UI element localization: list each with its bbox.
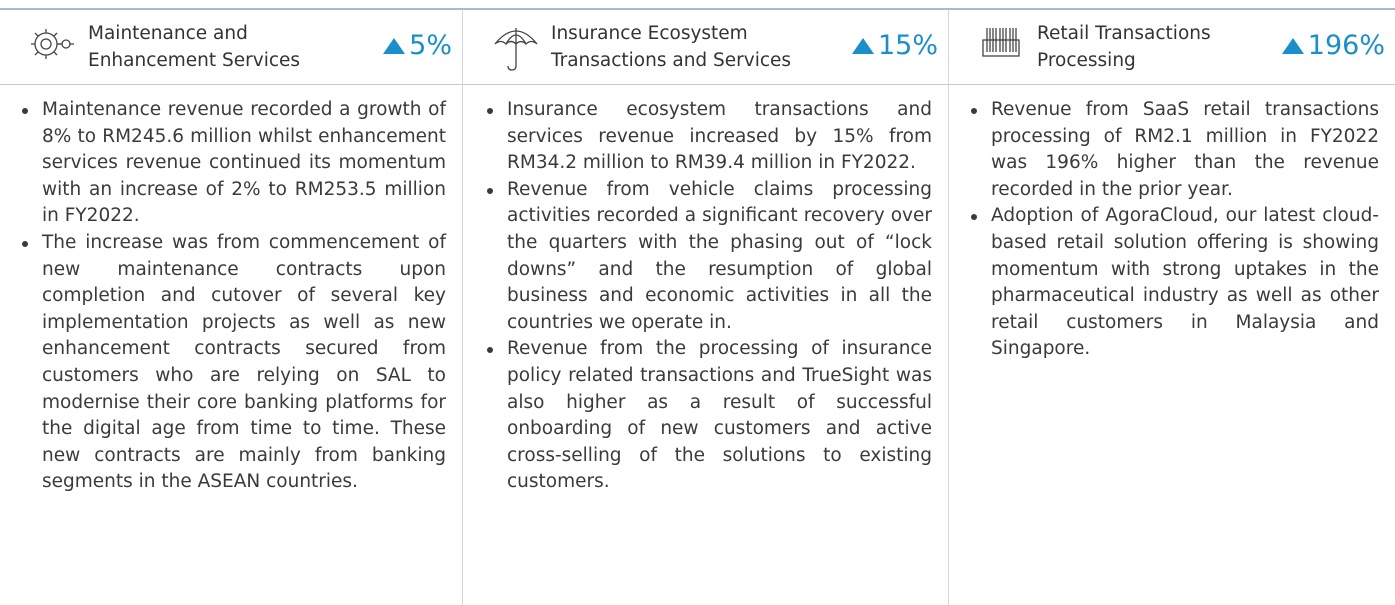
bullet-list: Insurance ecosystem transactions and ser… xyxy=(463,97,948,496)
title-line: Enhancement Services xyxy=(88,50,301,71)
bullet: Insurance ecosystem transactions and ser… xyxy=(487,97,932,177)
column-title: Insurance Ecosystem Transactions and Serv… xyxy=(551,20,791,74)
up-arrow xyxy=(383,37,406,54)
bullet: The increase was from commencement of ne… xyxy=(22,230,446,496)
bullet: Adoption of AgoraCloud, our latest cloud… xyxy=(971,203,1379,363)
column-header: Maintenance and Enhancement Services 5% xyxy=(0,10,462,85)
title-line: Transactions and Services xyxy=(551,50,792,71)
bullet: Revenue from vehicle claims processing a… xyxy=(487,177,932,337)
change-indicator: 5% xyxy=(383,30,452,61)
title-line: Maintenance and xyxy=(88,23,248,44)
icon xyxy=(491,24,541,76)
title-line: Processing xyxy=(1037,50,1136,71)
column: Retail Transactions Processing 196% Revenue… xyxy=(948,10,1395,605)
icon xyxy=(977,24,1027,68)
column-body: Revenue from SaaS retail transactions pr… xyxy=(949,85,1395,363)
column-header: Retail Transactions Processing 196% xyxy=(949,10,1395,85)
column-title: Retail Transactions Processing xyxy=(1037,20,1211,74)
change-value: 15% xyxy=(877,30,938,61)
column: Maintenance and Enhancement Services 5% Mai… xyxy=(0,10,462,605)
column-body: Maintenance revenue recorded a growth of… xyxy=(0,85,462,496)
bullet-list: Maintenance revenue recorded a growth of… xyxy=(0,97,462,496)
up-arrow xyxy=(1281,37,1304,54)
column-body: Insurance ecosystem transactions and ser… xyxy=(463,85,948,496)
bullet: Revenue from the processing of insurance… xyxy=(487,336,932,496)
column: Insurance Ecosystem Transactions and Serv… xyxy=(462,10,948,605)
up-arrow xyxy=(851,37,874,54)
icon xyxy=(28,24,78,68)
bullet-list: Revenue from SaaS retail transactions pr… xyxy=(949,97,1395,363)
column-title: Maintenance and Enhancement Services xyxy=(88,20,300,74)
page: Maintenance and Enhancement Services 5% Mai… xyxy=(0,8,1395,605)
change-value: 196% xyxy=(1307,30,1385,61)
column-header: Insurance Ecosystem Transactions and Serv… xyxy=(463,10,948,85)
bullet: Revenue from SaaS retail transactions pr… xyxy=(971,97,1379,203)
change-indicator: 196% xyxy=(1281,30,1385,61)
bullet: Maintenance revenue recorded a growth of… xyxy=(22,97,446,230)
change-indicator: 15% xyxy=(851,30,938,61)
title-line: Retail Transactions xyxy=(1037,23,1211,44)
change-value: 5% xyxy=(409,30,452,61)
title-line: Insurance Ecosystem xyxy=(551,23,748,44)
